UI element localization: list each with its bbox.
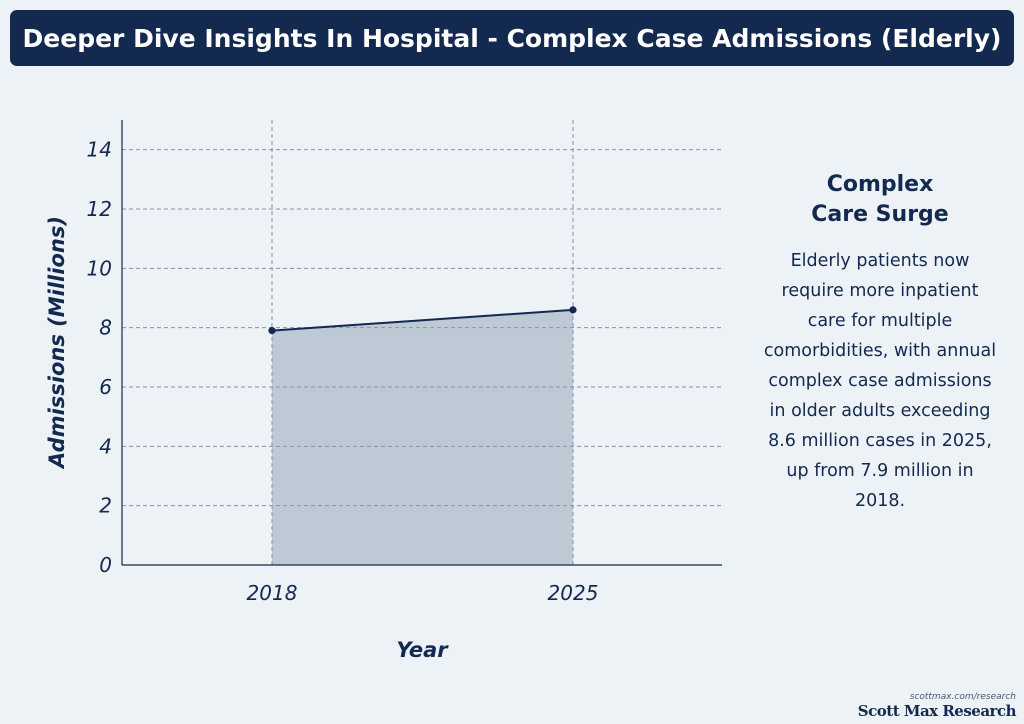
insight-heading: Complex Care Surge (760, 170, 1000, 230)
brand-footer: scottmax.com/research Scott Max Research (857, 692, 1017, 720)
insight-panel: Complex Care Surge Elderly patients now … (760, 170, 1000, 516)
y-tick-label: 14 (87, 138, 112, 162)
y-tick-label: 8 (99, 316, 112, 340)
y-tick-label: 4 (99, 434, 112, 458)
x-axis-title: Year (396, 638, 449, 662)
y-tick-label: 6 (99, 375, 112, 399)
x-tick-label: 2018 (247, 581, 298, 605)
data-point-2025 (569, 306, 577, 314)
insight-heading-line2: Care Surge (811, 202, 949, 227)
insight-heading-line1: Complex (826, 172, 934, 197)
page-title: Deeper Dive Insights In Hospital - Compl… (22, 23, 1002, 53)
area-fill (272, 309, 573, 565)
insight-body: Elderly patients now require more inpati… (763, 251, 997, 511)
y-axis-title: Admissions (Millions) (45, 216, 69, 470)
y-tick-label: 10 (87, 256, 112, 280)
y-tick-label: 0 (99, 553, 112, 577)
y-tick-label: 12 (87, 197, 112, 221)
brand-logo: Scott Max Research (857, 702, 1017, 720)
y-tick-label: 2 (99, 494, 112, 518)
series-line (271, 308, 574, 332)
brand-url: scottmax.com/research (909, 692, 1016, 702)
x-tick-label: 2025 (548, 581, 599, 605)
data-point-2018 (268, 327, 276, 335)
title-banner: Deeper Dive Insights In Hospital - Compl… (10, 10, 1014, 66)
